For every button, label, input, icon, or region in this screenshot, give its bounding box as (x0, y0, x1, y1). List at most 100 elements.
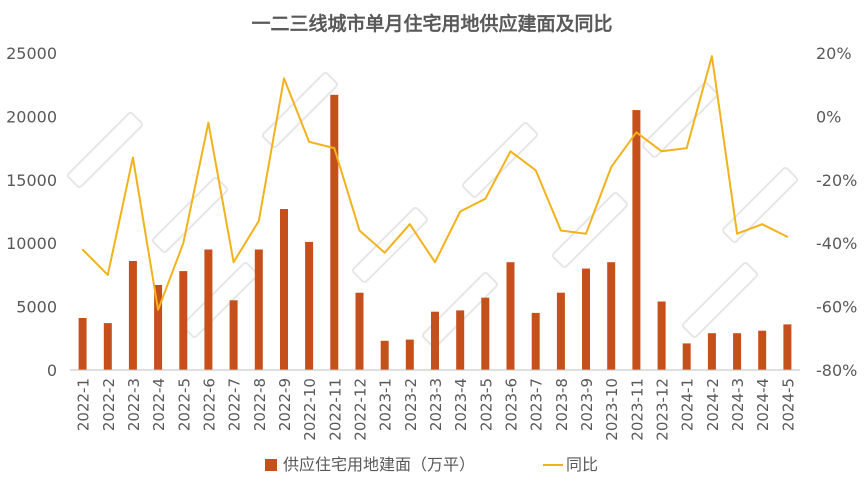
y-right-tick-label: -40% (816, 234, 857, 253)
line-point-2022-7 (232, 261, 235, 264)
x-tick-label: 2023-5 (477, 378, 495, 431)
line-point-2024-2 (711, 55, 713, 57)
bar-2023-2 (405, 339, 414, 370)
bar-2024-2 (707, 333, 716, 370)
y-left-tick-label: 15000 (6, 171, 57, 190)
x-tick-label: 2022-6 (200, 378, 218, 431)
line-point-2023-2 (409, 223, 411, 225)
line-point-2024-1 (685, 147, 688, 149)
x-tick-label: 2022-12 (352, 378, 370, 441)
chart-title: 一二三线城市单月住宅用地供应建面及同比 (251, 12, 612, 35)
x-tick-label: 2023-8 (553, 378, 571, 431)
y-left-axis-ticks: 0 5000 10000 15000 20000 25000 (6, 44, 57, 380)
y-left-tick-label: 10000 (6, 234, 57, 253)
bar-2023-3 (431, 311, 439, 370)
x-tick-label: 2024-3 (729, 378, 747, 431)
line-point-2023-12 (660, 150, 663, 153)
x-tick-label: 2023-7 (528, 378, 546, 431)
y-right-tick-label: -20% (816, 171, 857, 190)
bar-2022-2 (103, 323, 112, 370)
line-point-2022-5 (182, 242, 185, 244)
legend-bar-label: 供应住宅用地建面（万平） (283, 455, 475, 474)
line-point-2022-12 (358, 229, 361, 232)
x-tick-label: 2023-3 (427, 378, 445, 431)
line-point-2023-8 (560, 229, 562, 232)
x-tick-label: 2023-12 (654, 378, 672, 441)
x-tick-label: 2022-2 (100, 378, 118, 431)
bar-2024-5 (783, 324, 792, 370)
x-tick-label: 2022-4 (150, 378, 168, 431)
x-tick-label: 2022-9 (276, 378, 294, 431)
bar-2024-3 (733, 333, 742, 370)
bar-2023-7 (531, 312, 540, 370)
x-tick-label: 2022-11 (326, 378, 344, 441)
bar-2023-12 (657, 301, 666, 370)
bar-series (78, 94, 792, 371)
x-tick-label: 2023-1 (377, 378, 395, 431)
y-left-tick-label: 20000 (6, 107, 57, 126)
bar-2022-3 (128, 261, 137, 370)
legend: 供应住宅用地建面（万平） 同比 (265, 455, 598, 474)
watermark-stamp (642, 82, 718, 158)
y-left-tick-label: 0 (47, 361, 57, 380)
line-point-2023-4 (459, 210, 462, 213)
bar-2022-9 (280, 209, 288, 370)
line-point-2022-11 (333, 147, 336, 149)
line-point-2023-3 (434, 261, 436, 264)
bar-2023-5 (481, 297, 490, 370)
bar-2023-10 (607, 262, 616, 370)
y-left-tick-label: 25000 (6, 44, 57, 63)
line-point-2022-8 (258, 220, 260, 222)
line-yoy (81, 55, 788, 311)
watermark-stamp (552, 192, 628, 268)
x-tick-label: 2023-4 (452, 378, 470, 431)
bar-2022-11 (330, 94, 339, 371)
y-right-tick-label: 20% (816, 44, 852, 63)
line-point-2023-10 (610, 166, 612, 168)
line-series (81, 55, 789, 311)
line-point-2023-6 (509, 150, 512, 153)
watermark-stamp (152, 177, 228, 253)
bar-2023-11 (632, 110, 641, 370)
line-point-2022-6 (207, 121, 210, 124)
x-tick-label: 2024-4 (754, 378, 772, 431)
x-tick-label: 2024-1 (679, 378, 697, 431)
x-tick-label: 2023-10 (603, 378, 621, 441)
x-tick-label: 2022-8 (251, 378, 269, 431)
watermark-stamp (462, 122, 538, 198)
line-point-2023-5 (484, 198, 487, 200)
watermark-stamp (352, 207, 428, 283)
legend-bar-swatch (265, 459, 277, 471)
line-point-2022-4 (157, 309, 159, 311)
bar-2022-12 (355, 292, 364, 370)
bar-2022-6 (204, 249, 213, 370)
watermark-layer (67, 72, 798, 348)
x-tick-label: 2022-5 (175, 378, 193, 431)
x-tick-label: 2023-11 (628, 378, 646, 441)
bar-2024-1 (682, 343, 691, 370)
bar-2023-1 (380, 340, 389, 370)
x-tick-label: 2022-10 (301, 378, 319, 441)
watermark-stamp (722, 167, 798, 243)
line-point-2023-7 (534, 169, 537, 172)
watermark-stamp (182, 262, 258, 338)
y-right-axis-ticks: -80% -60% -40% -20% 0% 20% (816, 44, 857, 380)
line-point-2024-5 (786, 236, 789, 238)
watermark-stamp (682, 262, 758, 338)
y-right-tick-label: -80% (816, 361, 857, 380)
line-point-2022-2 (107, 274, 109, 276)
y-right-tick-label: 0% (816, 107, 841, 126)
line-point-2024-3 (736, 232, 738, 235)
x-tick-label: 2024-2 (704, 378, 722, 431)
bar-2022-5 (179, 271, 188, 370)
bar-2022-4 (154, 285, 163, 370)
y-right-tick-label: -60% (816, 298, 857, 317)
y-left-tick-label: 5000 (16, 298, 57, 317)
line-point-2022-10 (308, 141, 310, 143)
x-tick-label: 2024-5 (779, 378, 797, 431)
bar-2024-4 (758, 330, 767, 370)
watermark-stamp (422, 272, 498, 348)
bar-2023-4 (456, 310, 465, 370)
